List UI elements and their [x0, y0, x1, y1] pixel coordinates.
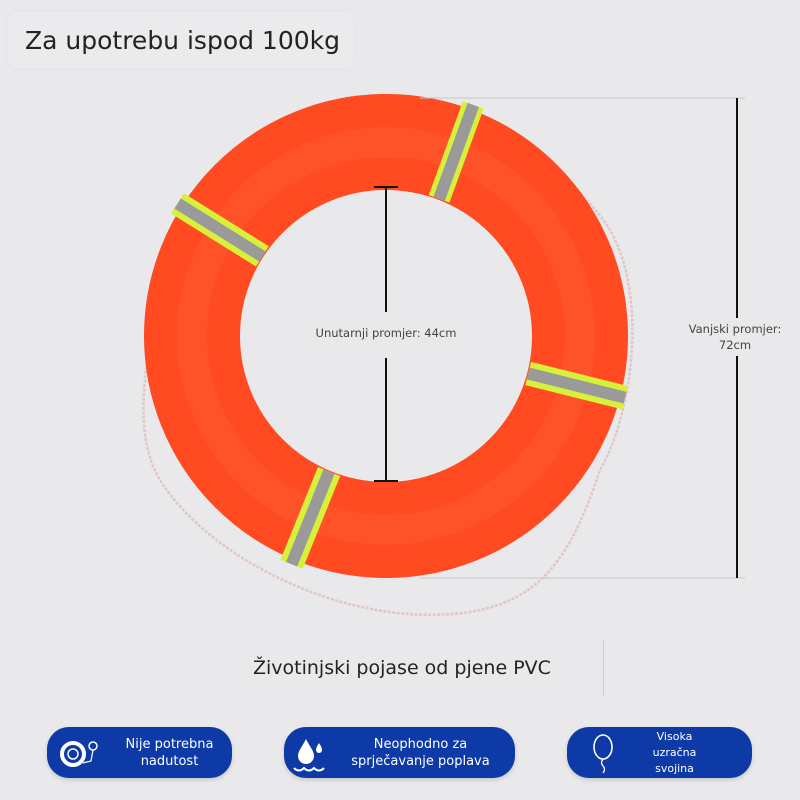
water-drop-icon — [293, 738, 325, 771]
feature-badge-buoyancy: Visoka uzračna svojina — [567, 727, 752, 778]
outer-diameter-line — [420, 97, 745, 579]
outer-label-line2: 72cm — [718, 338, 752, 352]
title-box — [8, 12, 353, 68]
balloon-icon — [593, 733, 613, 773]
inner-diameter-label: Unutarnji promjer: 44cm — [315, 326, 457, 340]
outer-diameter-label: Vanjski promjer: 72cm — [672, 321, 798, 353]
feature-line: nadutost — [140, 753, 199, 769]
feature-line: svojina — [655, 761, 694, 775]
feature-line: Visoka — [656, 729, 693, 743]
feature-text: Neophodno za sprječavanje poplava — [336, 736, 515, 770]
feature-text: Visoka uzračna svojina — [627, 729, 752, 777]
feature-line: Neophodno za — [373, 736, 468, 752]
feature-line: sprječavanje poplava — [351, 753, 490, 769]
caption-box — [225, 640, 604, 696]
life-ring-pump-icon — [60, 740, 98, 767]
caption: Životinjski pojase od pjene PVC — [253, 657, 551, 679]
reflective-band — [171, 193, 269, 267]
page-title: Za upotrebu ispod 100kg — [25, 26, 340, 55]
feature-text: Nije potrebna nadutost — [107, 736, 232, 770]
feature-badge-no-inflation: Nije potrebna nadutost — [47, 727, 232, 778]
feature-line: uzračna — [652, 745, 697, 759]
reflective-band — [280, 467, 341, 569]
feature-line: Nije potrebna — [125, 736, 214, 752]
reflective-band — [428, 101, 484, 203]
reflective-band — [525, 361, 629, 410]
life-ring — [144, 94, 628, 578]
feature-badge-flood: Neophodno za sprječavanje poplava — [284, 727, 515, 778]
inner-diameter-line — [374, 186, 398, 482]
outer-label-line1: Vanjski promjer: — [688, 322, 782, 336]
